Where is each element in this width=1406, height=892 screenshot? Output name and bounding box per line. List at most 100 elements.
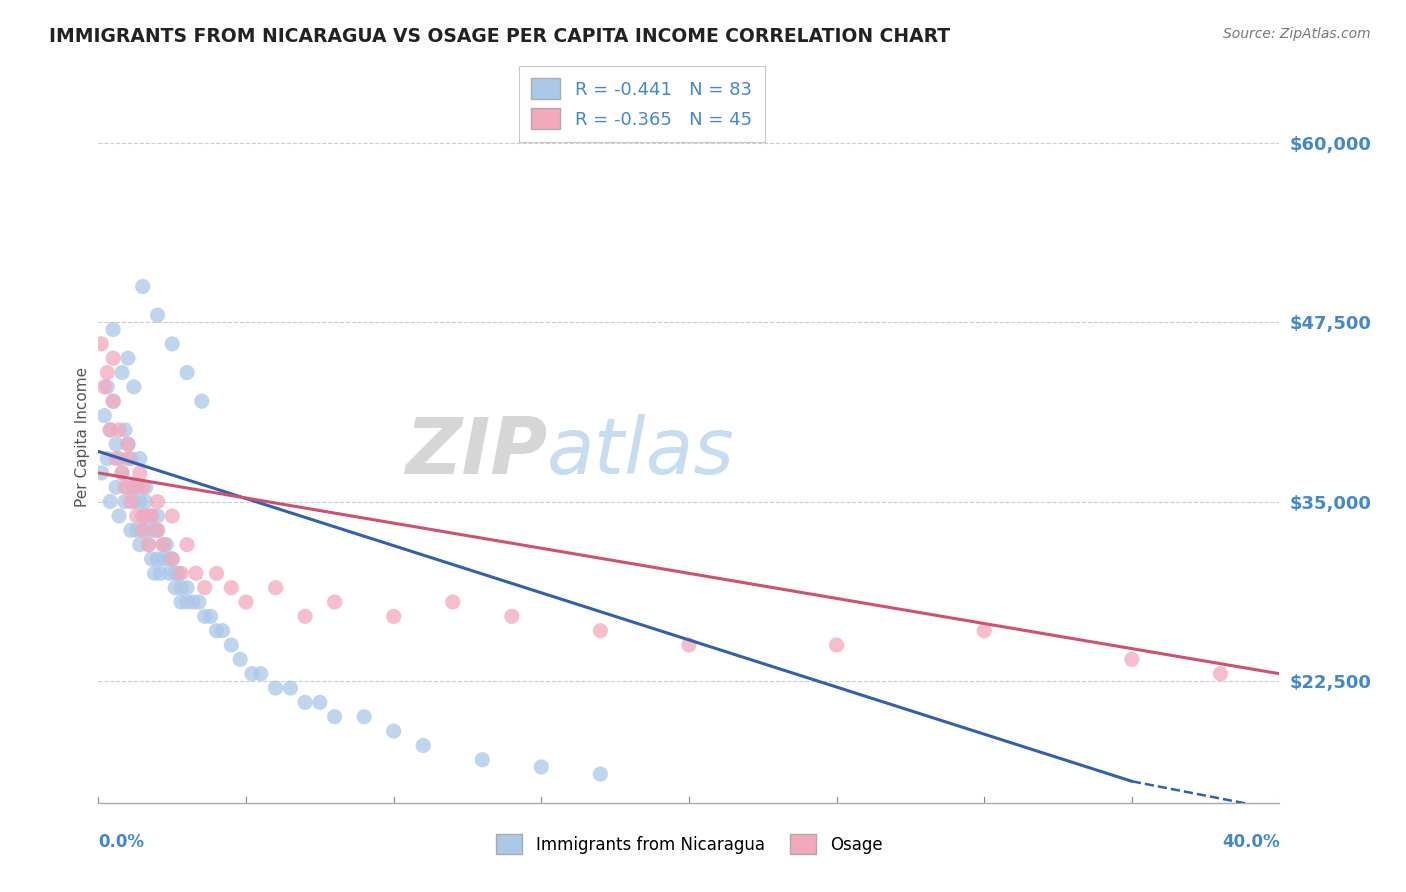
Point	[141, 552, 163, 566]
Point	[176, 366, 198, 380]
Point	[294, 609, 316, 624]
Point	[825, 638, 848, 652]
Point	[205, 624, 228, 638]
Point	[165, 581, 187, 595]
Point	[678, 638, 700, 652]
Point	[128, 466, 150, 480]
Point	[114, 423, 136, 437]
Text: Source: ZipAtlas.com: Source: ZipAtlas.com	[1223, 27, 1371, 41]
Point	[103, 351, 125, 366]
Point	[132, 480, 155, 494]
Point	[138, 524, 160, 538]
Point	[98, 423, 121, 437]
Point	[200, 609, 222, 624]
Point	[471, 753, 494, 767]
Point	[125, 480, 148, 494]
Legend: Immigrants from Nicaragua, Osage: Immigrants from Nicaragua, Osage	[489, 828, 889, 860]
Point	[280, 681, 302, 695]
Point	[96, 380, 118, 394]
Point	[221, 581, 243, 595]
Point	[167, 566, 190, 581]
Point	[162, 552, 183, 566]
Point	[191, 394, 214, 409]
Point	[122, 480, 145, 494]
Point	[194, 581, 217, 595]
Point	[138, 538, 160, 552]
Point	[176, 595, 198, 609]
Point	[176, 581, 198, 595]
Point	[117, 351, 139, 366]
Point	[117, 437, 139, 451]
Point	[90, 466, 112, 480]
Point	[184, 566, 207, 581]
Point	[264, 681, 287, 695]
Point	[194, 609, 217, 624]
Point	[93, 380, 115, 394]
Point	[98, 494, 121, 508]
Point	[146, 524, 169, 538]
Point	[120, 494, 142, 508]
Point	[235, 595, 257, 609]
Point	[111, 366, 134, 380]
Point	[98, 423, 121, 437]
Point	[128, 451, 150, 466]
Point	[152, 538, 174, 552]
Point	[108, 423, 131, 437]
Point	[323, 710, 346, 724]
Point	[240, 666, 263, 681]
Point	[120, 524, 142, 538]
Point	[132, 524, 155, 538]
Point	[120, 451, 142, 466]
Point	[152, 552, 174, 566]
Point	[309, 695, 332, 709]
Point	[382, 724, 405, 739]
Text: 40.0%: 40.0%	[1222, 833, 1279, 851]
Point	[152, 538, 174, 552]
Point	[135, 508, 157, 523]
Text: 0.0%: 0.0%	[98, 833, 145, 851]
Point	[146, 494, 169, 508]
Text: IMMIGRANTS FROM NICARAGUA VS OSAGE PER CAPITA INCOME CORRELATION CHART: IMMIGRANTS FROM NICARAGUA VS OSAGE PER C…	[49, 27, 950, 45]
Point	[90, 336, 112, 351]
Point	[1209, 666, 1232, 681]
Point	[96, 451, 118, 466]
Point	[973, 624, 995, 638]
Point	[111, 466, 134, 480]
Point	[589, 767, 612, 781]
Point	[170, 566, 193, 581]
Point	[128, 494, 150, 508]
Point	[117, 437, 139, 451]
Point	[146, 308, 169, 322]
Text: atlas: atlas	[547, 414, 735, 490]
Point	[143, 524, 166, 538]
Y-axis label: Per Capita Income: Per Capita Income	[75, 367, 90, 508]
Point	[530, 760, 553, 774]
Point	[146, 524, 169, 538]
Point	[229, 652, 252, 666]
Point	[187, 595, 209, 609]
Point	[323, 595, 346, 609]
Point	[105, 480, 128, 494]
Point	[157, 552, 180, 566]
Point	[132, 508, 155, 523]
Point	[441, 595, 464, 609]
Point	[135, 480, 157, 494]
Text: ZIP: ZIP	[405, 414, 547, 490]
Point	[132, 279, 155, 293]
Point	[96, 366, 118, 380]
Point	[125, 508, 148, 523]
Point	[128, 538, 150, 552]
Point	[176, 538, 198, 552]
Point	[353, 710, 375, 724]
Point	[1121, 652, 1143, 666]
Point	[211, 624, 233, 638]
Point	[122, 380, 145, 394]
Point	[141, 508, 163, 523]
Point	[412, 739, 434, 753]
Point	[589, 624, 612, 638]
Point	[205, 566, 228, 581]
Point	[143, 566, 166, 581]
Point	[103, 394, 125, 409]
Point	[114, 480, 136, 494]
Point	[122, 480, 145, 494]
